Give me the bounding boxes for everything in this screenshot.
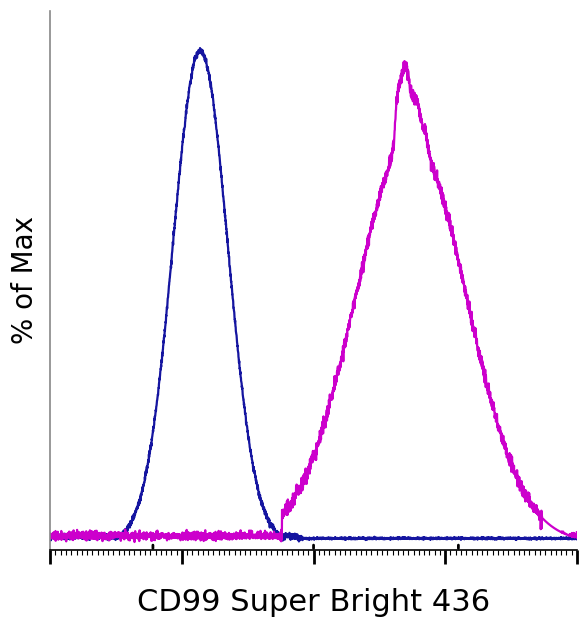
Y-axis label: % of Max: % of Max	[11, 217, 39, 344]
X-axis label: CD99 Super Bright 436: CD99 Super Bright 436	[137, 588, 490, 617]
